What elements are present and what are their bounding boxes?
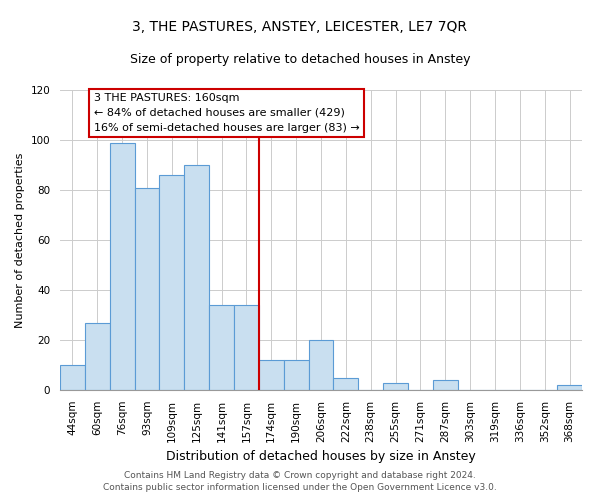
Bar: [184, 165, 209, 390]
Text: Size of property relative to detached houses in Anstey: Size of property relative to detached ho…: [130, 52, 470, 66]
Bar: [234, 305, 259, 390]
Bar: [110, 142, 134, 390]
Bar: [334, 378, 358, 390]
Bar: [160, 175, 184, 390]
Y-axis label: Number of detached properties: Number of detached properties: [15, 152, 25, 328]
Text: 3 THE PASTURES: 160sqm
← 84% of detached houses are smaller (429)
16% of semi-de: 3 THE PASTURES: 160sqm ← 84% of detached…: [94, 93, 359, 132]
Bar: [557, 385, 582, 390]
X-axis label: Distribution of detached houses by size in Anstey: Distribution of detached houses by size …: [166, 450, 476, 463]
Bar: [134, 188, 160, 390]
Bar: [284, 360, 308, 390]
Bar: [209, 305, 234, 390]
Bar: [60, 365, 85, 390]
Bar: [259, 360, 284, 390]
Bar: [433, 380, 458, 390]
Text: 3, THE PASTURES, ANSTEY, LEICESTER, LE7 7QR: 3, THE PASTURES, ANSTEY, LEICESTER, LE7 …: [133, 20, 467, 34]
Text: Contains HM Land Registry data © Crown copyright and database right 2024.
Contai: Contains HM Land Registry data © Crown c…: [103, 471, 497, 492]
Bar: [383, 382, 408, 390]
Bar: [85, 322, 110, 390]
Bar: [308, 340, 334, 390]
